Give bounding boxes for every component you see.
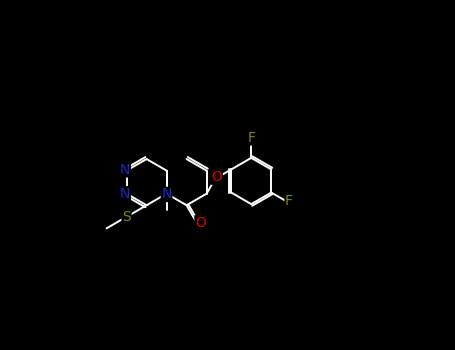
Text: N: N — [162, 188, 172, 202]
Text: N: N — [120, 187, 130, 201]
Text: F: F — [285, 194, 293, 208]
Text: O: O — [195, 216, 206, 230]
Text: O: O — [211, 170, 222, 184]
Text: F: F — [247, 131, 255, 145]
Text: N: N — [120, 163, 130, 177]
Text: S: S — [122, 210, 131, 224]
